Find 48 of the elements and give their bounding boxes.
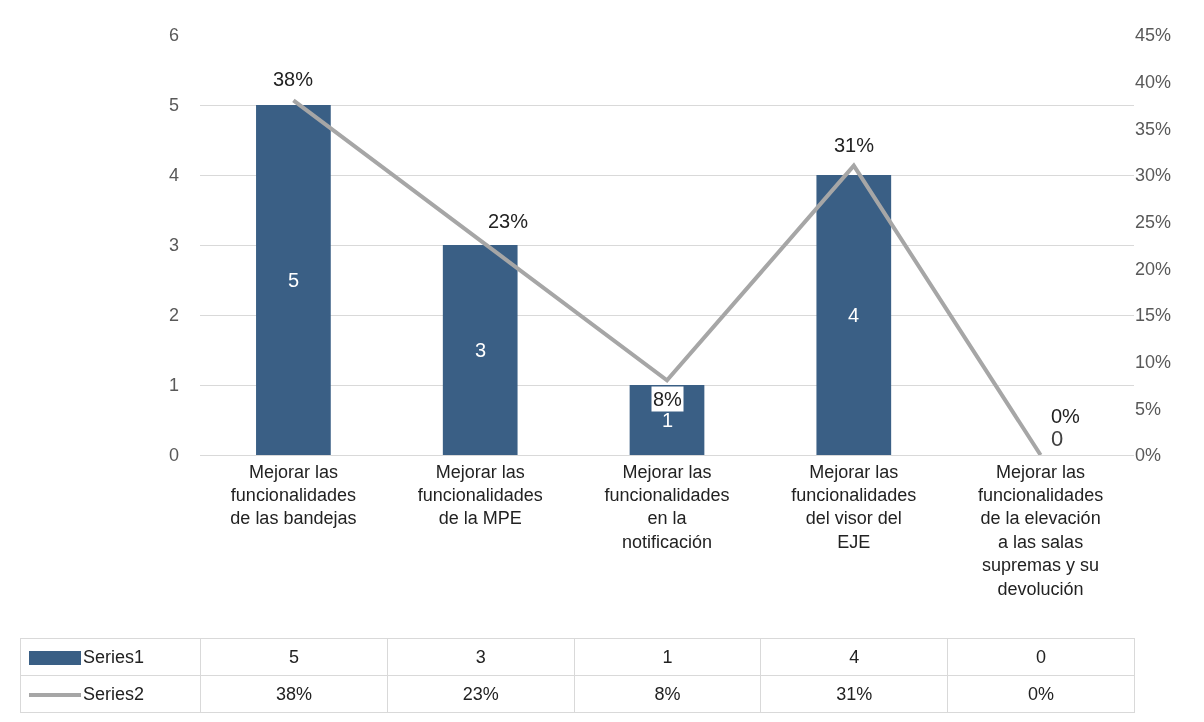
bar xyxy=(442,245,518,455)
text: 3 xyxy=(475,339,487,361)
x-tick-label: Mejorar las funcionalidades de las bandejas xyxy=(230,461,357,529)
y2-tick-label: 35% xyxy=(1135,118,1172,139)
data-label: 4 xyxy=(760,638,948,676)
data-label: 0% xyxy=(947,675,1135,713)
data-label: 8% xyxy=(574,675,761,713)
x-tick-label: Mejorar las funcionalidades de la MPE xyxy=(417,461,543,529)
text: 38% xyxy=(273,68,314,90)
text: 5 xyxy=(288,269,300,291)
text: 31% xyxy=(834,134,875,156)
y2-tick-label: 40% xyxy=(1135,71,1172,92)
data-label: 0 xyxy=(947,638,1135,676)
y2-tick-label: 25% xyxy=(1135,211,1172,232)
y-tick-label: 4 xyxy=(168,165,179,186)
y-tick-label: 5 xyxy=(168,95,179,116)
data-label: 23% xyxy=(387,675,575,713)
data-label: 1 xyxy=(574,638,761,676)
x-tick-label: Mejorar las funcionalidades de la elevación a las salas supremas y su devolución xyxy=(978,461,1104,599)
text: 1 xyxy=(662,409,674,431)
y2-tick-label: 5% xyxy=(1135,398,1162,419)
text: 0% xyxy=(1051,405,1080,427)
data-label: 31% xyxy=(760,675,948,713)
text: 0 xyxy=(1051,426,1064,451)
text: 4 xyxy=(848,304,860,326)
data-label: 5 xyxy=(200,638,388,676)
x-tick-label: Mejorar las funcionalidades del visor del EJE xyxy=(791,461,917,552)
bar xyxy=(256,105,331,455)
data-label: 3 xyxy=(387,638,575,676)
y2-tick-label: 10% xyxy=(1135,351,1172,372)
y2-tick-label: 15% xyxy=(1135,305,1172,326)
y-tick-label: 6 xyxy=(168,25,179,46)
y-tick-label: 3 xyxy=(168,235,179,256)
y2-tick-label: 0% xyxy=(1135,445,1162,466)
y2-tick-label: 45% xyxy=(1135,25,1172,46)
legend-label: Series1 xyxy=(20,638,201,676)
y2-tick-label: 20% xyxy=(1135,258,1172,279)
legend-label: Series2 xyxy=(20,675,201,713)
text: 8% xyxy=(653,388,682,410)
y-tick-label: 1 xyxy=(168,375,179,396)
text: 23% xyxy=(488,210,529,232)
x-tick-label: Mejorar las funcionalidades en la notificación xyxy=(604,461,730,552)
data-label: 38% xyxy=(200,675,388,713)
y-tick-label: 2 xyxy=(168,305,179,326)
y2-tick-label: 30% xyxy=(1135,165,1172,186)
bar xyxy=(816,175,892,455)
line-series xyxy=(291,98,1043,455)
y-tick-label: 0 xyxy=(168,445,179,466)
